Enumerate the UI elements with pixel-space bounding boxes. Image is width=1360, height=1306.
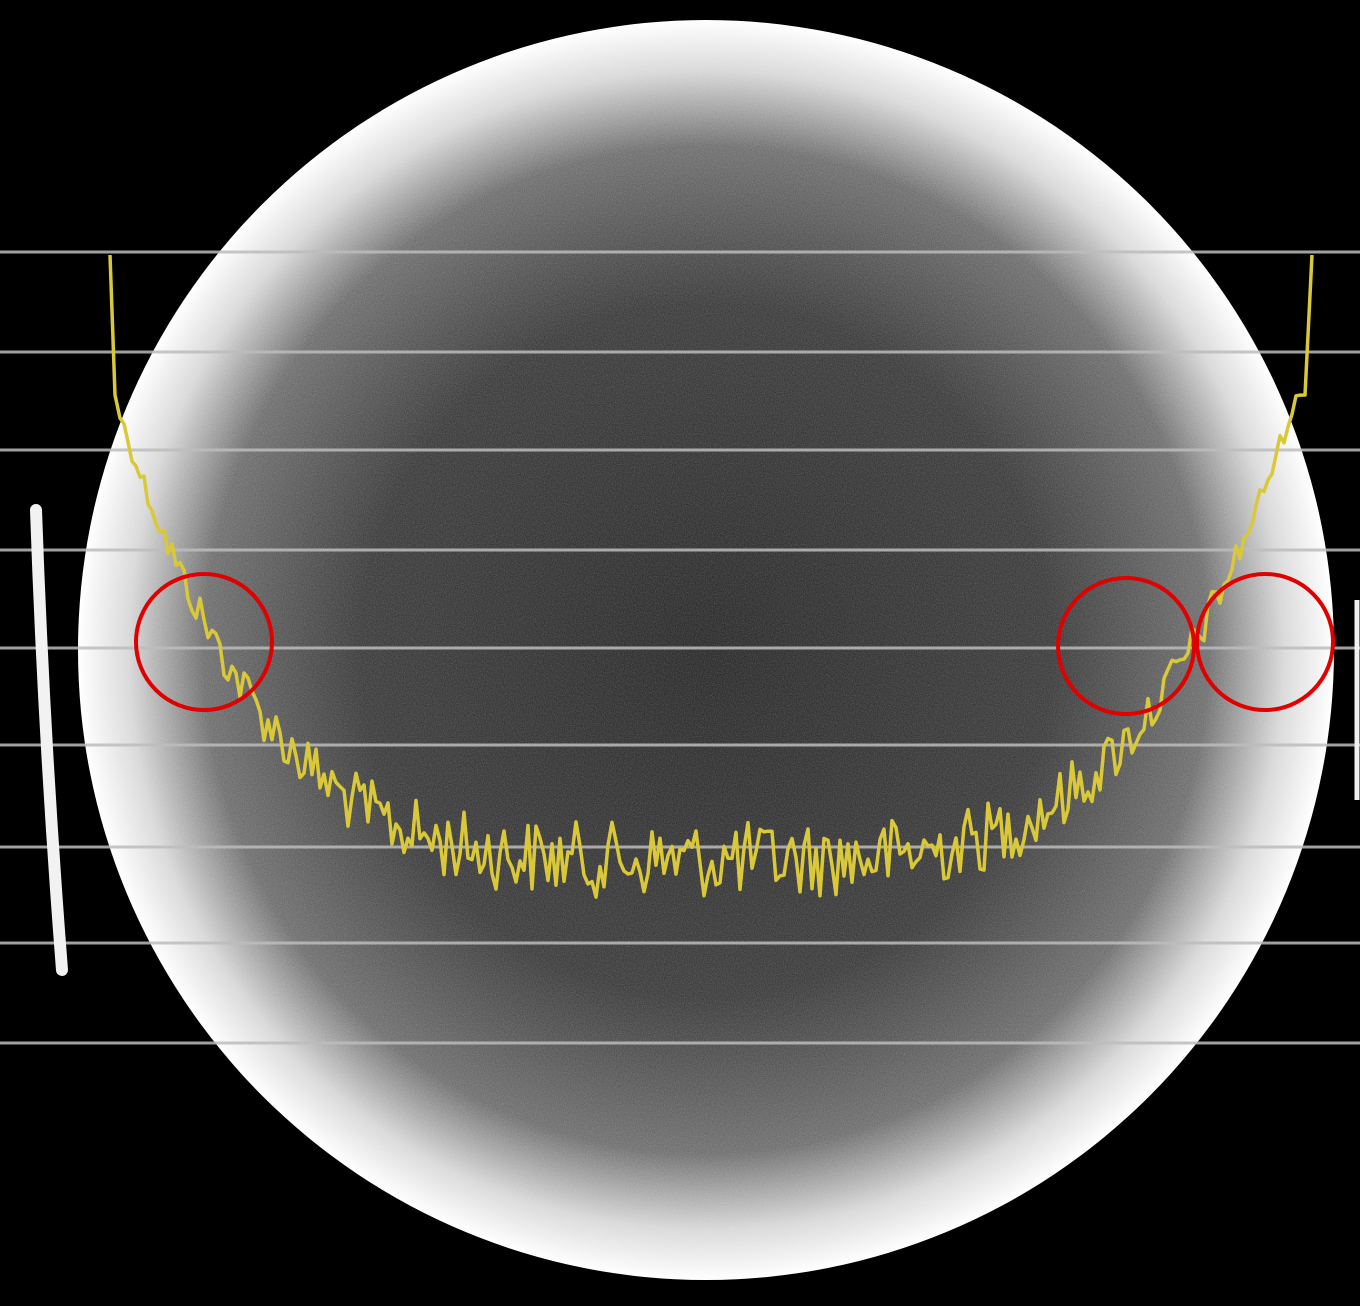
guide-lines (0, 250, 1360, 1045)
phantom-noise (78, 20, 1334, 1280)
intensity-profile (108, 254, 1314, 899)
highlight-circle (134, 572, 274, 712)
highlight-circle (1056, 576, 1196, 716)
left-marker (30, 504, 68, 976)
highlight-circle (1195, 572, 1335, 712)
